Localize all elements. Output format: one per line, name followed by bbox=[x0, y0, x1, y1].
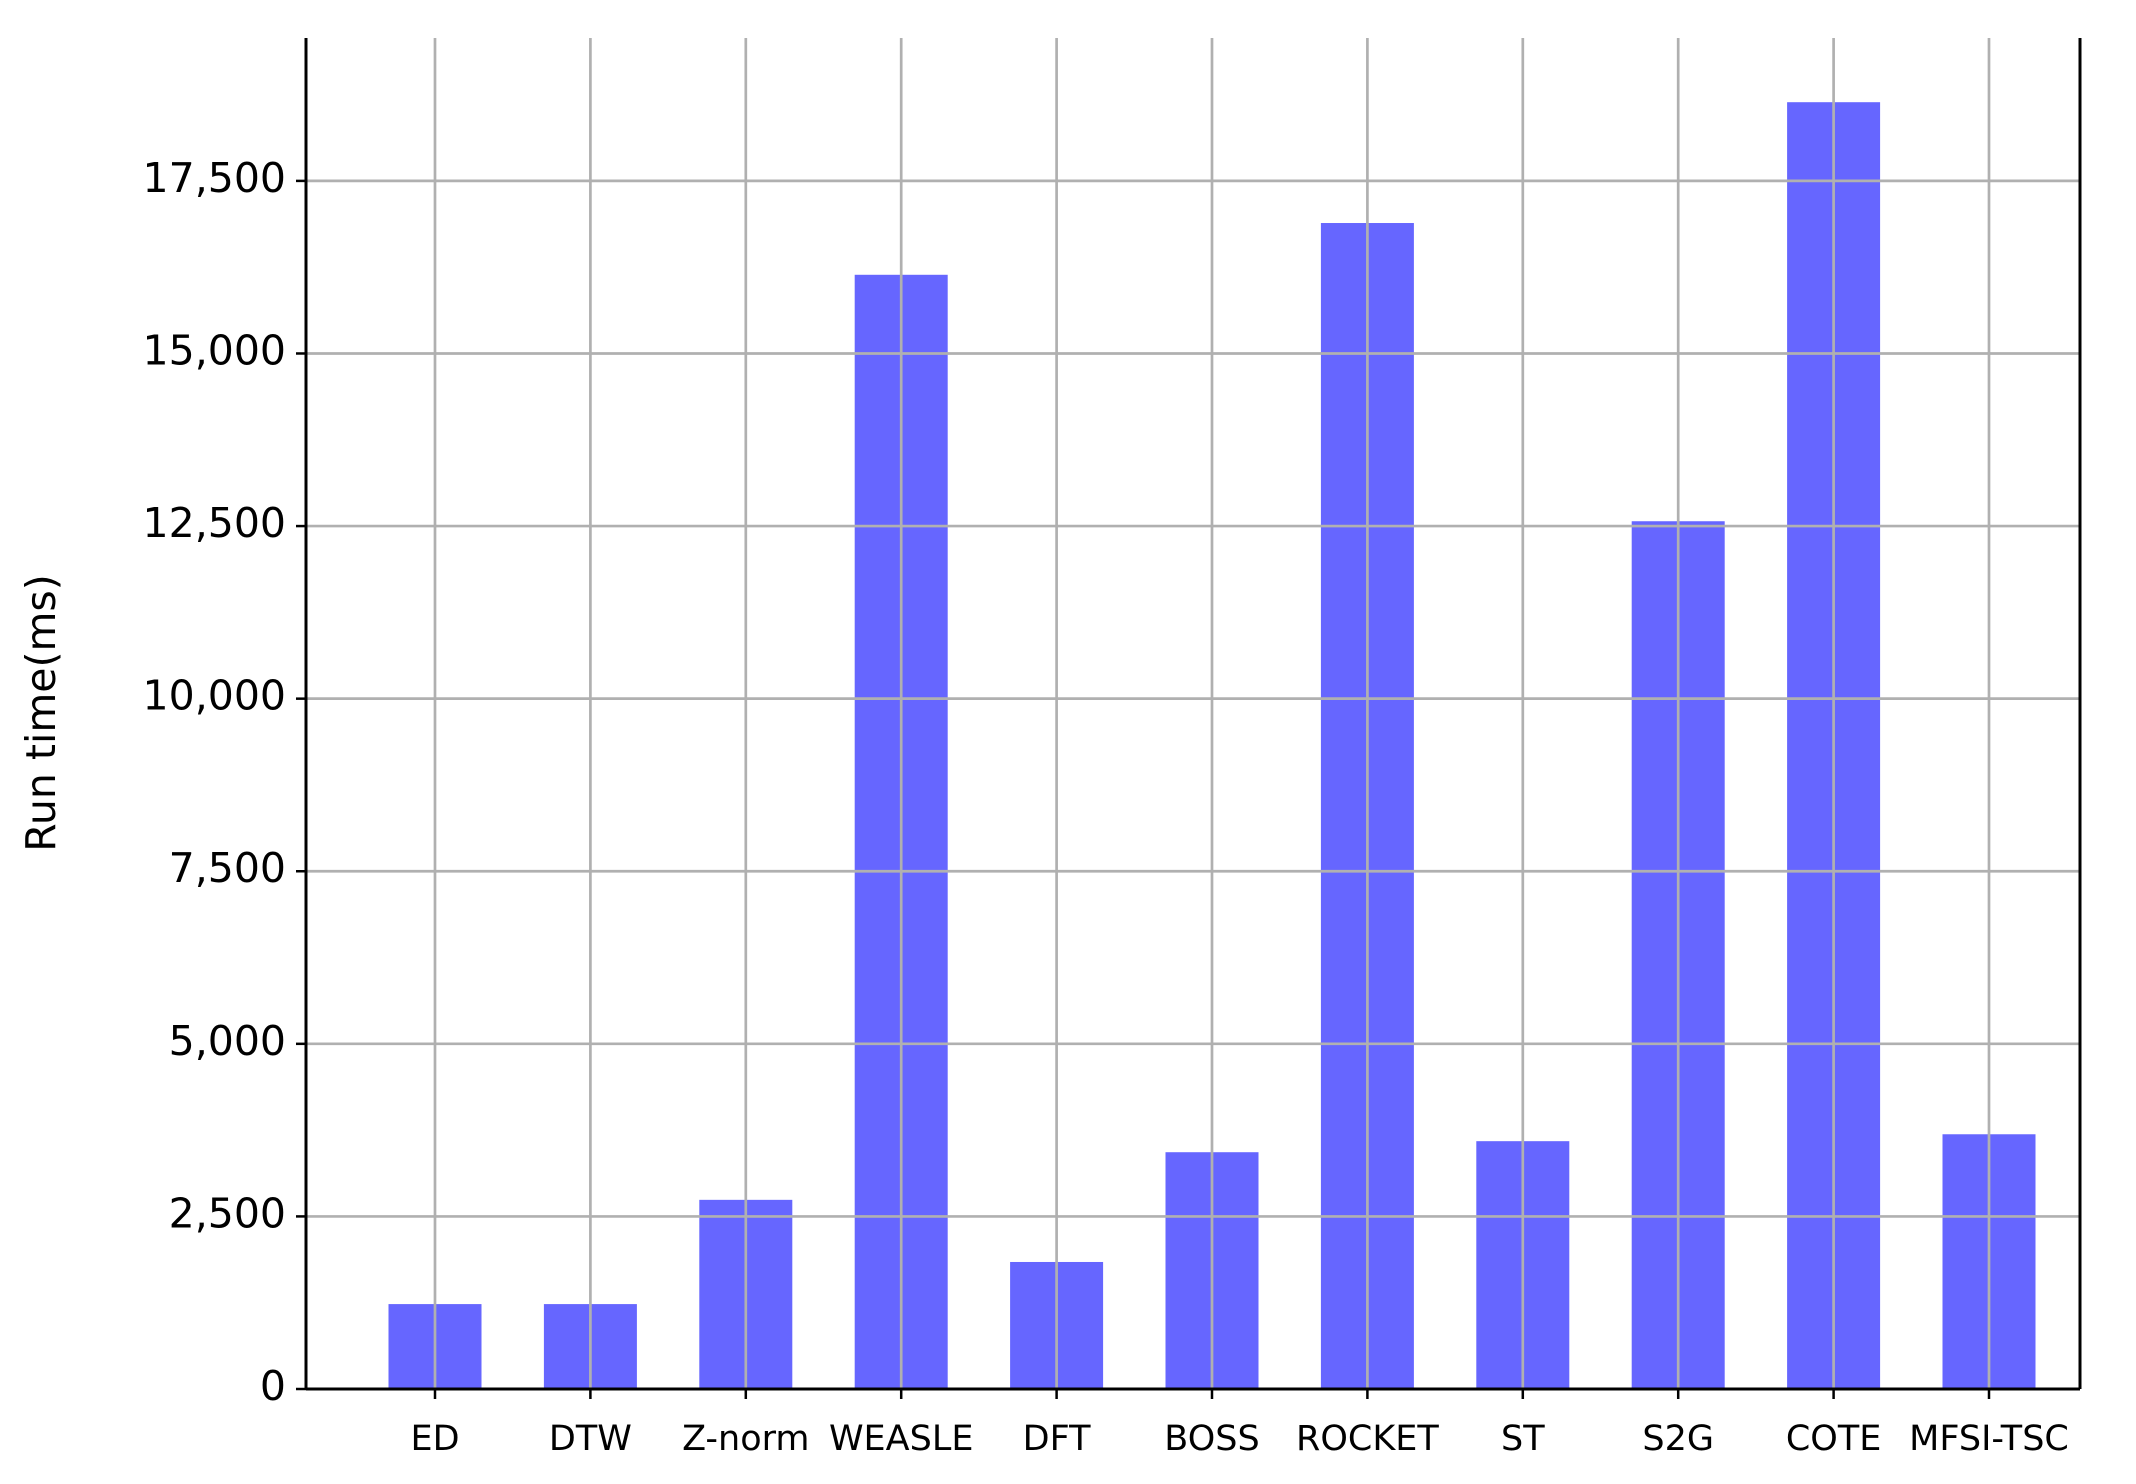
y-tick-label: 12,500 bbox=[143, 499, 286, 547]
x-tick-label: BOSS bbox=[1164, 1419, 1259, 1459]
y-axis-label: Run time(ms) bbox=[17, 574, 65, 852]
x-tick-label: Z-norm bbox=[682, 1419, 809, 1459]
x-tick-label: COTE bbox=[1786, 1419, 1881, 1459]
x-tick-label: S2G bbox=[1642, 1419, 1714, 1459]
y-tick-label: 17,500 bbox=[143, 154, 286, 202]
x-tick-label: WEASLE bbox=[829, 1419, 974, 1459]
y-tick-label: 10,000 bbox=[143, 672, 286, 720]
y-tick-label: 0 bbox=[260, 1362, 286, 1410]
x-tick-label: ED bbox=[410, 1419, 459, 1459]
x-tick-label: ROCKET bbox=[1296, 1419, 1439, 1459]
x-tick-label: MFSI-TSC bbox=[1909, 1419, 2069, 1459]
y-tick-label: 5,000 bbox=[169, 1017, 286, 1065]
y-tick-label: 2,500 bbox=[169, 1189, 286, 1237]
x-tick-label: DTW bbox=[549, 1419, 632, 1459]
y-tick-label: 7,500 bbox=[169, 844, 286, 892]
y-tick-label: 15,000 bbox=[143, 326, 286, 374]
x-tick-label: ST bbox=[1501, 1419, 1545, 1459]
x-tick-label: DFT bbox=[1023, 1419, 1091, 1459]
